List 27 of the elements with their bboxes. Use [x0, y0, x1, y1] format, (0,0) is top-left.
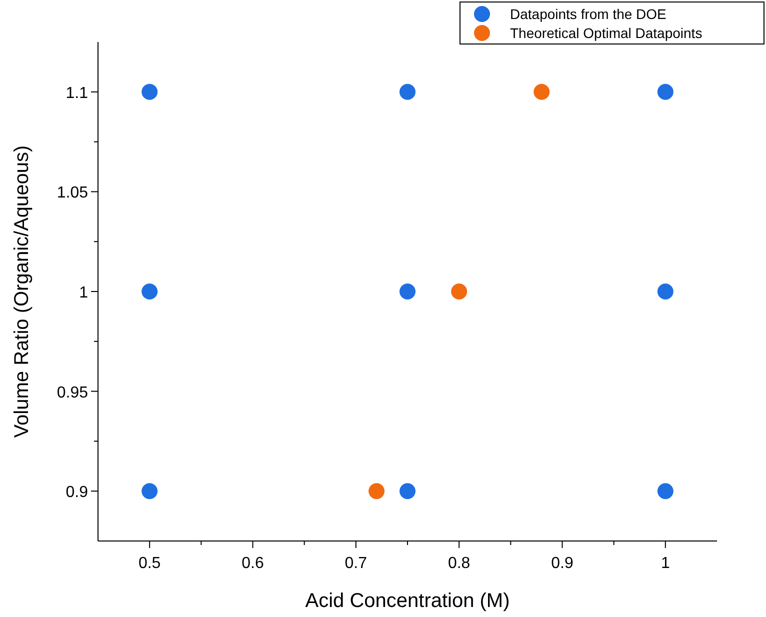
point — [657, 284, 674, 300]
legend-label: Datapoints from the DOE — [510, 6, 666, 22]
x-axis-title: Acid Concentration (M) — [305, 590, 510, 612]
point — [657, 483, 674, 500]
x-tick-label: 0.7 — [344, 555, 368, 572]
y-tick-label: 1.1 — [66, 84, 88, 102]
y-tick-label: 0.95 — [56, 384, 88, 402]
point — [368, 483, 385, 500]
y-tick-label: 1 — [79, 284, 88, 302]
x-tick-label: 0.8 — [448, 555, 470, 572]
x-tick-label: 1 — [660, 555, 670, 572]
y-tick-label: 0.9 — [66, 484, 88, 502]
point — [400, 483, 416, 500]
point — [142, 84, 158, 100]
point — [657, 84, 674, 100]
point — [534, 84, 550, 100]
x-tick-label: 0.9 — [551, 555, 574, 572]
x-tick-label: 0.6 — [242, 555, 264, 572]
y-tick-label: 1.05 — [56, 184, 88, 202]
y-axis-title: Volume Ratio (Organic/Aqueous) — [11, 145, 33, 438]
point — [400, 84, 416, 100]
point — [142, 284, 158, 300]
point — [400, 284, 416, 300]
point — [142, 483, 158, 500]
point — [451, 284, 468, 300]
legend-label: Theoretical Optimal Datapoints — [510, 25, 702, 41]
x-tick-label: 0.5 — [138, 555, 161, 572]
